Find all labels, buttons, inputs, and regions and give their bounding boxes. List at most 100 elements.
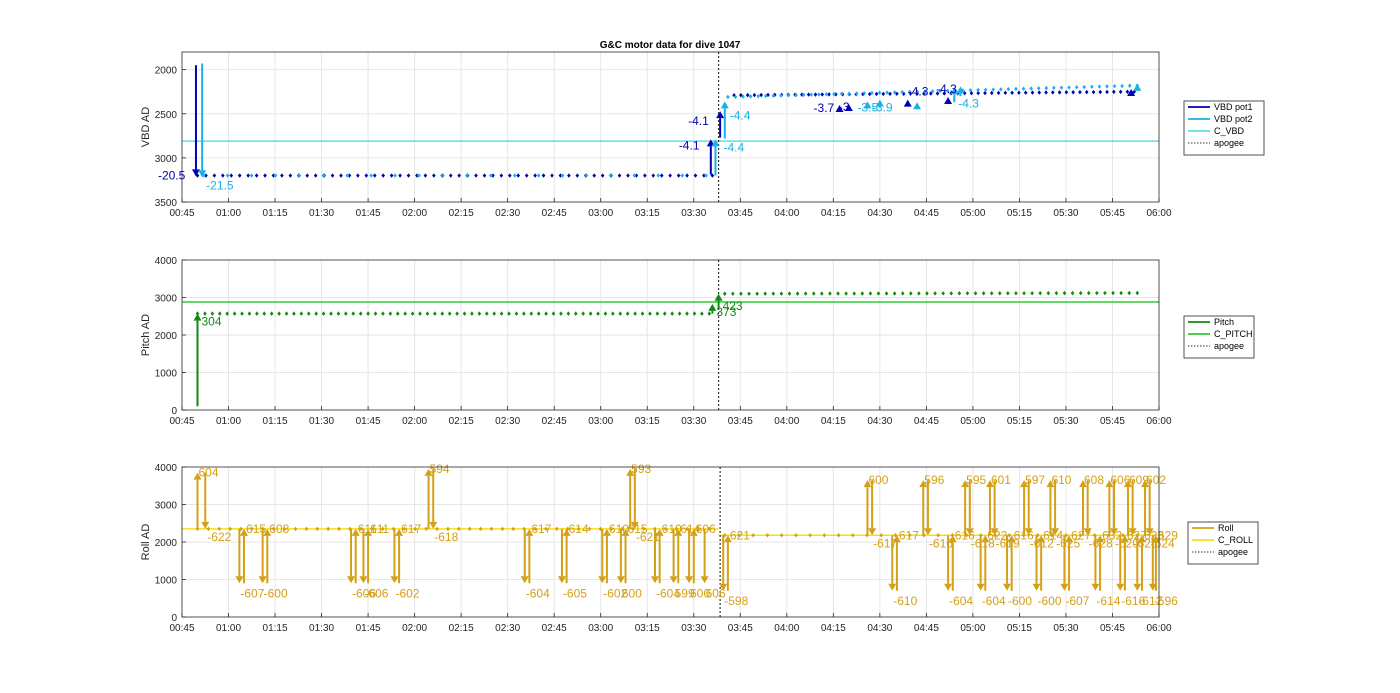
arrow-head — [1148, 583, 1157, 591]
data-point — [608, 173, 613, 178]
x-tick-label: 05:45 — [1100, 208, 1125, 219]
arrow-head — [948, 535, 957, 543]
data-point — [373, 311, 378, 316]
arrow-label: -622 — [207, 530, 231, 544]
data-point — [962, 91, 967, 96]
arrow-label: 610 — [609, 522, 629, 536]
data-point — [489, 526, 494, 532]
data-point — [1097, 84, 1102, 89]
arrow-head — [976, 583, 985, 591]
data-point — [228, 526, 232, 532]
arrow-head — [602, 528, 611, 536]
data-point — [907, 533, 912, 538]
data-point — [491, 173, 495, 178]
data-point — [588, 311, 593, 316]
arrow-label: 629 — [1158, 528, 1178, 542]
data-point — [763, 291, 768, 296]
data-point — [440, 311, 445, 316]
x-tick-label: 01:15 — [263, 623, 288, 634]
x-tick-label: 03:00 — [588, 623, 613, 634]
arrow-head — [650, 576, 659, 584]
data-point — [225, 173, 230, 178]
data-point — [1089, 84, 1094, 90]
data-point — [1112, 83, 1117, 89]
data-point — [339, 173, 343, 178]
x-tick-label: 01:00 — [216, 208, 241, 219]
data-point — [246, 173, 250, 178]
arrow-label: -600 — [264, 586, 288, 600]
arrow-head — [616, 576, 625, 584]
x-tick-label: 04:15 — [821, 208, 846, 219]
data-point — [321, 173, 326, 178]
arrow-head — [1116, 583, 1125, 591]
data-point — [441, 173, 445, 178]
arrow-head — [235, 576, 244, 584]
roll-axes-frame — [181, 466, 1160, 618]
arrow-label: -616 — [1121, 594, 1145, 608]
data-point — [968, 88, 973, 93]
vbd-y-axis-label: VBD AD — [140, 107, 152, 147]
data-point — [1112, 89, 1116, 95]
data-point — [1095, 290, 1099, 296]
data-point — [739, 291, 743, 296]
x-tick-label: 05:45 — [1100, 623, 1125, 634]
x-tick-label: 01:15 — [263, 416, 288, 427]
arrow-label: -598 — [724, 594, 748, 608]
y-tick-label: 3500 — [155, 198, 178, 209]
data-point — [759, 92, 764, 98]
arrow-label: -606 — [364, 586, 388, 600]
data-point — [424, 526, 428, 532]
data-point — [575, 173, 580, 178]
arrow-head — [1137, 535, 1146, 543]
legend-entry: C_ROLL — [1218, 535, 1253, 545]
data-point — [1007, 533, 1012, 538]
x-tick-label: 06:00 — [1146, 623, 1171, 634]
x-tick-label: 02:45 — [542, 416, 567, 427]
arrow-label: -3.9 — [872, 101, 893, 115]
x-tick-label: 06:00 — [1146, 208, 1171, 219]
legend-entry: Pitch — [1214, 317, 1234, 327]
arrow-label: -616 — [929, 536, 953, 550]
arrow-head — [1032, 583, 1041, 591]
arrow-label: 632 — [1102, 528, 1122, 542]
arrow-label: 611 — [358, 522, 377, 536]
data-point — [559, 311, 563, 316]
data-point — [928, 91, 933, 96]
x-tick-label: 04:45 — [914, 623, 939, 634]
data-point — [779, 93, 783, 98]
data-point — [1119, 290, 1123, 296]
data-point — [217, 311, 222, 316]
x-tick-label: 06:00 — [1146, 416, 1171, 427]
x-tick-label: 04:00 — [774, 416, 799, 427]
x-tick-label: 05:15 — [1007, 416, 1032, 427]
arrow-label: 611 — [370, 522, 389, 536]
x-tick-label: 04:45 — [914, 208, 939, 219]
data-point — [787, 291, 792, 296]
data-point — [314, 311, 318, 316]
data-point — [533, 526, 537, 532]
data-point — [389, 173, 394, 178]
arrow-label: 617 — [401, 522, 421, 536]
x-tick-label: 01:30 — [309, 208, 334, 219]
arrow-label: 304 — [202, 315, 222, 329]
data-point — [996, 90, 1001, 96]
arrow-label: 627 — [1127, 528, 1147, 542]
arrow-label: -614 — [1096, 594, 1120, 608]
data-point — [1052, 85, 1056, 91]
data-point — [457, 526, 461, 532]
data-point — [870, 90, 874, 96]
data-point — [803, 291, 808, 296]
data-point — [847, 91, 851, 96]
data-point — [779, 533, 784, 538]
x-tick-label: 05:15 — [1007, 623, 1032, 634]
data-point — [989, 291, 994, 296]
data-point — [737, 533, 741, 538]
data-point — [704, 173, 708, 178]
data-point — [876, 291, 881, 296]
data-point — [766, 92, 770, 98]
data-point — [366, 311, 370, 316]
data-point — [492, 311, 496, 316]
data-point — [909, 291, 913, 296]
data-point — [765, 533, 770, 538]
data-point — [981, 291, 986, 296]
